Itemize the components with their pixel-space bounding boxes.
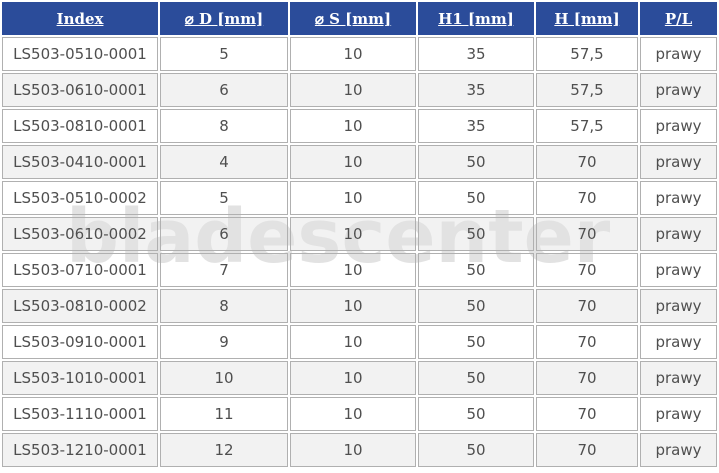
- table-row: LS503-0610-0002 6 10 50 70 prawy: [2, 217, 717, 251]
- table-cell-d: 8: [160, 289, 288, 323]
- table-cell-h1: 50: [418, 253, 534, 287]
- table-cell-h: 70: [536, 145, 638, 179]
- table-cell-index: LS503-1010-0001: [2, 361, 158, 395]
- table-cell-h1: 50: [418, 181, 534, 215]
- table-row: LS503-0810-0002 8 10 50 70 prawy: [2, 289, 717, 323]
- table-cell-d: 7: [160, 253, 288, 287]
- table-row: LS503-1110-0001 11 10 50 70 prawy: [2, 397, 717, 431]
- table-cell-d: 11: [160, 397, 288, 431]
- column-header-s[interactable]: ⌀ S [mm]: [290, 2, 416, 35]
- table-cell-s: 10: [290, 433, 416, 467]
- table-cell-s: 10: [290, 253, 416, 287]
- table-cell-s: 10: [290, 217, 416, 251]
- table-cell-pl: prawy: [640, 37, 717, 71]
- table-cell-h: 57,5: [536, 109, 638, 143]
- table-cell-h1: 50: [418, 325, 534, 359]
- column-header-index[interactable]: Index: [2, 2, 158, 35]
- table-cell-h1: 35: [418, 73, 534, 107]
- table-cell-h: 70: [536, 361, 638, 395]
- table-cell-pl: prawy: [640, 217, 717, 251]
- table-cell-index: LS503-0910-0001: [2, 325, 158, 359]
- table-cell-h: 70: [536, 397, 638, 431]
- table-cell-h: 57,5: [536, 73, 638, 107]
- table-cell-h1: 50: [418, 289, 534, 323]
- table-cell-h: 70: [536, 325, 638, 359]
- table-cell-s: 10: [290, 361, 416, 395]
- table-cell-index: LS503-0510-0002: [2, 181, 158, 215]
- table-cell-pl: prawy: [640, 145, 717, 179]
- table-row: LS503-0710-0001 7 10 50 70 prawy: [2, 253, 717, 287]
- table-cell-h1: 50: [418, 145, 534, 179]
- table-cell-h1: 50: [418, 433, 534, 467]
- table-cell-h: 70: [536, 289, 638, 323]
- table-row: LS503-0910-0001 9 10 50 70 prawy: [2, 325, 717, 359]
- table-cell-pl: prawy: [640, 289, 717, 323]
- table-cell-index: LS503-0610-0002: [2, 217, 158, 251]
- table-row: LS503-0410-0001 4 10 50 70 prawy: [2, 145, 717, 179]
- table-cell-pl: prawy: [640, 73, 717, 107]
- table-cell-d: 5: [160, 37, 288, 71]
- column-header-pl[interactable]: P/L: [640, 2, 717, 35]
- table-row: LS503-0810-0001 8 10 35 57,5 prawy: [2, 109, 717, 143]
- column-header-h1[interactable]: H1 [mm]: [418, 2, 534, 35]
- table-cell-h1: 50: [418, 361, 534, 395]
- table-cell-h1: 35: [418, 37, 534, 71]
- table-cell-index: LS503-0410-0001: [2, 145, 158, 179]
- table-cell-h: 70: [536, 433, 638, 467]
- table-cell-h: 70: [536, 253, 638, 287]
- table-cell-pl: prawy: [640, 361, 717, 395]
- table-cell-s: 10: [290, 325, 416, 359]
- table-cell-d: 5: [160, 181, 288, 215]
- header-row: Index ⌀ D [mm] ⌀ S [mm] H1 [mm] H [mm] P/L: [2, 2, 717, 35]
- table-cell-s: 10: [290, 109, 416, 143]
- table-cell-pl: prawy: [640, 325, 717, 359]
- table-cell-s: 10: [290, 73, 416, 107]
- table-body: LS503-0510-0001 5 10 35 57,5 prawy LS503-0610-…: [2, 37, 717, 467]
- table-row: LS503-1010-0001 10 10 50 70 prawy: [2, 361, 717, 395]
- table-cell-index: LS503-0810-0001: [2, 109, 158, 143]
- table-cell-d: 10: [160, 361, 288, 395]
- table-cell-pl: prawy: [640, 181, 717, 215]
- table-cell-h1: 50: [418, 217, 534, 251]
- table-cell-h: 57,5: [536, 37, 638, 71]
- table-cell-h1: 50: [418, 397, 534, 431]
- table-cell-d: 9: [160, 325, 288, 359]
- table-cell-h: 70: [536, 217, 638, 251]
- table-cell-index: LS503-0610-0001: [2, 73, 158, 107]
- table-row: LS503-0610-0001 6 10 35 57,5 prawy: [2, 73, 717, 107]
- table-cell-h1: 35: [418, 109, 534, 143]
- table-cell-h: 70: [536, 181, 638, 215]
- table-cell-d: 6: [160, 73, 288, 107]
- table-cell-index: LS503-0710-0001: [2, 253, 158, 287]
- table-cell-pl: prawy: [640, 397, 717, 431]
- table-row: LS503-1210-0001 12 10 50 70 prawy: [2, 433, 717, 467]
- table-cell-d: 4: [160, 145, 288, 179]
- table-cell-s: 10: [290, 397, 416, 431]
- table-cell-index: LS503-0510-0001: [2, 37, 158, 71]
- table-cell-d: 12: [160, 433, 288, 467]
- table-cell-index: LS503-1110-0001: [2, 397, 158, 431]
- table-cell-d: 6: [160, 217, 288, 251]
- table-cell-pl: prawy: [640, 433, 717, 467]
- table-cell-pl: prawy: [640, 253, 717, 287]
- table-cell-s: 10: [290, 289, 416, 323]
- table-cell-s: 10: [290, 181, 416, 215]
- table-cell-index: LS503-1210-0001: [2, 433, 158, 467]
- table-cell-s: 10: [290, 145, 416, 179]
- table-cell-pl: prawy: [640, 109, 717, 143]
- table-cell-d: 8: [160, 109, 288, 143]
- table-cell-index: LS503-0810-0002: [2, 289, 158, 323]
- column-header-d[interactable]: ⌀ D [mm]: [160, 2, 288, 35]
- table-cell-s: 10: [290, 37, 416, 71]
- column-header-h[interactable]: H [mm]: [536, 2, 638, 35]
- table-row: LS503-0510-0001 5 10 35 57,5 prawy: [2, 37, 717, 71]
- table-row: LS503-0510-0002 5 10 50 70 prawy: [2, 181, 717, 215]
